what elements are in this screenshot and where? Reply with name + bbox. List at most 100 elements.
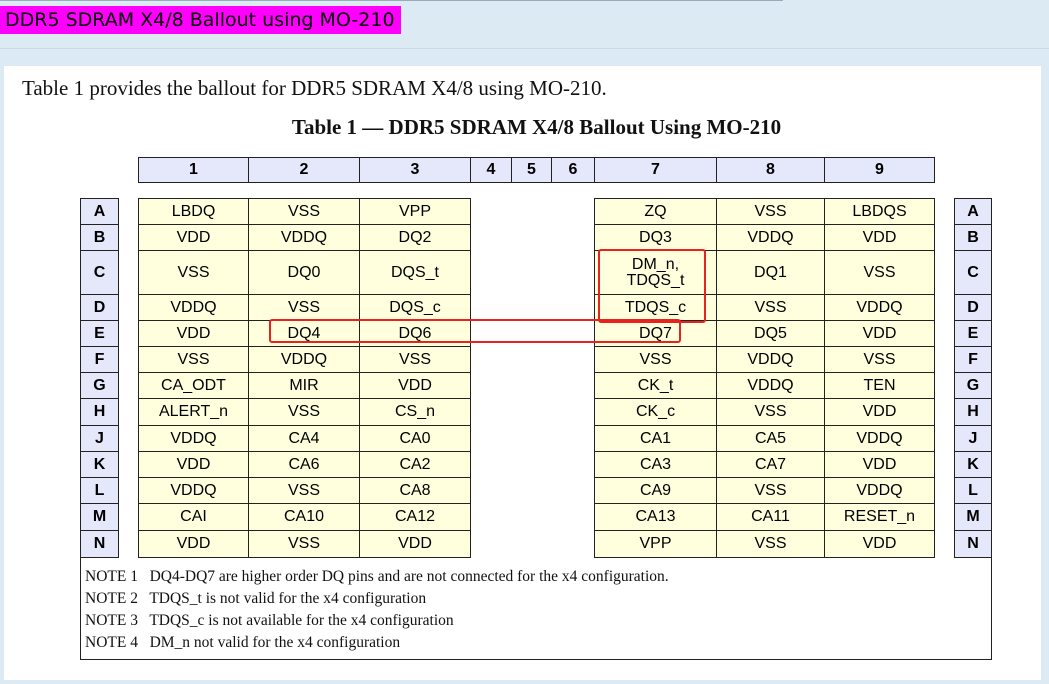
table-title-text: Table 1 — DDR5 SDRAM X4/8 Ballout Using … <box>291 115 782 139</box>
ball-cell: VDD <box>824 224 935 251</box>
ball-cell: VSS <box>248 477 360 504</box>
ball-cell: CA8 <box>359 477 471 504</box>
row-label: B <box>80 224 119 251</box>
ball-cell: DQ2 <box>359 224 471 251</box>
ball-cell: CA6 <box>248 451 360 478</box>
ball-cell: VDDQ <box>248 224 360 251</box>
ball-cell: VPP <box>359 198 471 225</box>
ball-cell: TEN <box>824 372 935 399</box>
ball-cell: CK_t <box>594 372 717 399</box>
column-header: 5 <box>511 157 552 183</box>
ball-cell: CA10 <box>248 503 360 531</box>
note-line: NOTE 4 DM_n not valid for the x4 configu… <box>85 634 401 651</box>
row-label: K <box>954 451 992 478</box>
ball-cell: VSS <box>716 530 825 558</box>
intro-paragraph: Table 1 provides the ballout for DDR5 SD… <box>22 76 607 100</box>
ball-cell: VDD <box>359 530 471 558</box>
column-header: 4 <box>470 157 512 183</box>
page-heading: DDR5 SDRAM X4/8 Ballout using MO-210 <box>0 6 401 34</box>
row-label: K <box>80 451 119 478</box>
ball-cell: VDDQ <box>138 477 249 504</box>
column-header: 2 <box>248 157 360 183</box>
ball-cell: LBDQ <box>138 198 249 225</box>
ball-cell: VDD <box>359 372 471 399</box>
ball-cell: CA_ODT <box>138 372 249 399</box>
ball-cell: VSS <box>824 346 935 373</box>
row-label: H <box>954 398 992 426</box>
ball-cell: VSS <box>716 294 825 321</box>
top-divider <box>0 0 783 1</box>
ball-cell: VSS <box>138 250 249 295</box>
column-header: 7 <box>594 157 717 183</box>
ball-cell: CA1 <box>594 425 717 452</box>
column-header: 8 <box>716 157 825 183</box>
ball-cell: ZQ <box>594 198 717 225</box>
ball-cell: VDD <box>824 530 935 558</box>
ball-cell: DQ3 <box>594 224 717 251</box>
row-label: E <box>954 320 992 347</box>
ball-cell: DQ1 <box>716 250 825 295</box>
ball-cell: VDD <box>138 224 249 251</box>
row-label: G <box>954 372 992 399</box>
row-label: J <box>80 425 119 452</box>
ball-cell: VSS <box>138 346 249 373</box>
ball-cell: CA2 <box>359 451 471 478</box>
ball-cell: VSS <box>716 198 825 225</box>
ball-cell: VDDQ <box>138 294 249 321</box>
ball-cell: VDDQ <box>716 224 825 251</box>
ball-cell: DQS_c <box>359 294 471 321</box>
ball-cell: VSS <box>248 198 360 225</box>
title-bar: DDR5 SDRAM X4/8 Ballout using MO-210 <box>0 0 1049 49</box>
ball-cell: VSS <box>359 346 471 373</box>
row-label: L <box>954 477 992 504</box>
ball-cell: CS_n <box>359 398 471 426</box>
ball-cell: CA0 <box>359 425 471 452</box>
note-line: NOTE 3 TDQS_c is not available for the x… <box>85 612 454 629</box>
row-label: H <box>80 398 119 426</box>
row-label: J <box>954 425 992 452</box>
column-header: 3 <box>359 157 471 183</box>
row-label: B <box>954 224 992 251</box>
ball-cell: VDD <box>824 398 935 426</box>
notes-box: NOTE 1 DQ4-DQ7 are higher order DQ pins … <box>80 558 992 660</box>
ball-cell: DQ5 <box>716 320 825 347</box>
ball-cell: MIR <box>248 372 360 399</box>
ball-cell: VDDQ <box>824 477 935 504</box>
row-label: L <box>80 477 119 504</box>
row-label: A <box>80 198 119 225</box>
row-label: C <box>80 250 119 295</box>
ball-cell: VSS <box>716 398 825 426</box>
ball-cell: DQ0 <box>248 250 360 295</box>
ball-cell: ALERT_n <box>138 398 249 426</box>
row-label: D <box>954 294 992 321</box>
annotation-box-dm-tdqs <box>598 249 706 323</box>
ball-cell: DQS_t <box>359 250 471 295</box>
ball-cell: VDDQ <box>716 372 825 399</box>
ball-cell: VSS <box>248 398 360 426</box>
note-line: NOTE 1 DQ4-DQ7 are higher order DQ pins … <box>85 568 669 585</box>
ball-cell: VDDQ <box>138 425 249 452</box>
ball-cell: VDDQ <box>716 346 825 373</box>
ball-cell: CA7 <box>716 451 825 478</box>
ball-cell: CA4 <box>248 425 360 452</box>
ball-cell: VPP <box>594 530 717 558</box>
row-label: F <box>80 346 119 373</box>
column-header: 1 <box>138 157 249 183</box>
row-label: F <box>954 346 992 373</box>
ball-cell: CA11 <box>716 503 825 531</box>
ball-cell: LBDQS <box>824 198 935 225</box>
column-header: 9 <box>824 157 935 183</box>
ball-cell: VDD <box>138 530 249 558</box>
ball-cell: VDDQ <box>824 425 935 452</box>
ball-cell: CA13 <box>594 503 717 531</box>
ball-cell: VDDQ <box>248 346 360 373</box>
ball-cell: VDD <box>824 451 935 478</box>
ball-cell: VDDQ <box>824 294 935 321</box>
table-title: Table 1 — DDR5 SDRAM X4/8 Ballout Using … <box>0 115 1049 140</box>
row-label: M <box>954 503 992 531</box>
column-header: 6 <box>551 157 595 183</box>
ball-cell: CA5 <box>716 425 825 452</box>
ball-cell: VSS <box>824 250 935 295</box>
ball-cell: DM_n, TDQS_t <box>594 250 717 295</box>
ball-cell: VSS <box>248 530 360 558</box>
